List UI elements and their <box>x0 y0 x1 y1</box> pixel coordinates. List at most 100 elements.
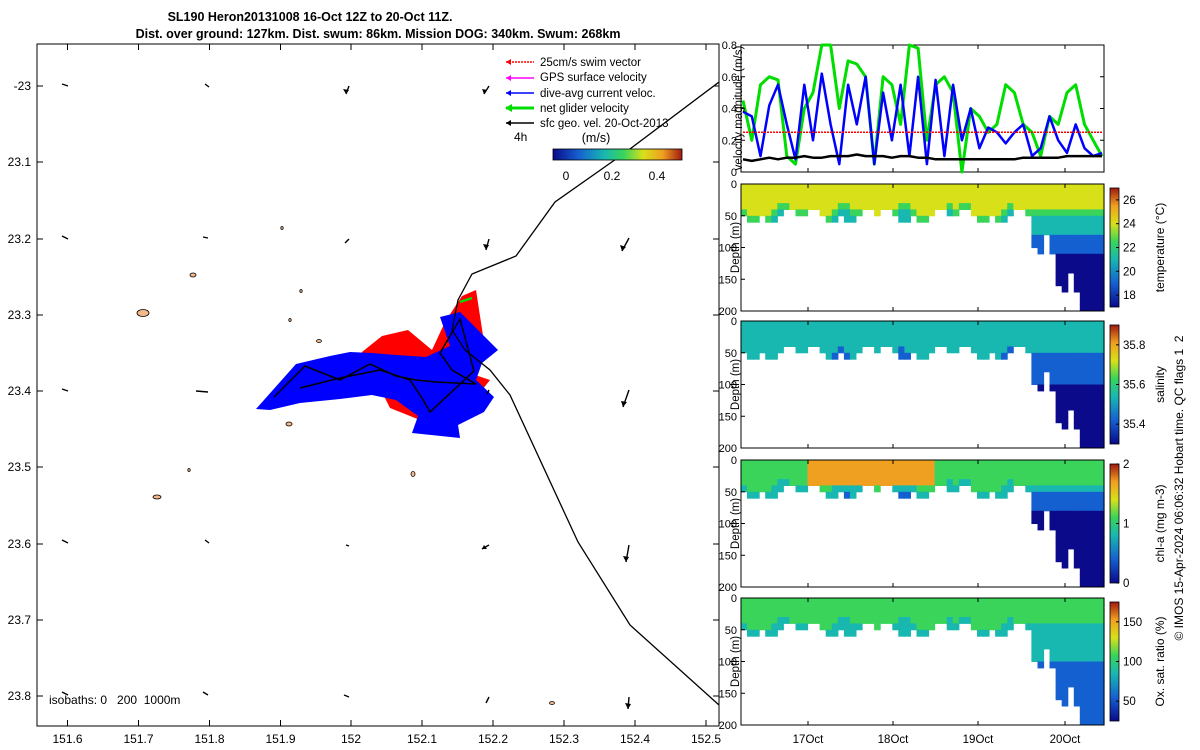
section-cell <box>952 617 960 624</box>
section-cell <box>771 209 778 217</box>
section-cell <box>1091 222 1099 229</box>
section-cell <box>989 460 996 467</box>
section-cell <box>771 623 778 631</box>
section-cell <box>747 203 754 210</box>
section-cell <box>989 472 996 480</box>
map-x-tick-label: 151.6 <box>52 732 82 746</box>
section-cell <box>1079 693 1087 701</box>
section-cell <box>771 346 778 354</box>
section-cell <box>928 623 936 631</box>
section-cell <box>1043 340 1051 347</box>
section-cell <box>1091 184 1099 191</box>
colorbar-tick-label: 35.6 <box>1123 380 1145 392</box>
section-cell <box>741 203 748 210</box>
section-cell <box>995 460 1002 467</box>
section-cell <box>1085 718 1093 726</box>
section-cell <box>837 466 845 474</box>
section-cell <box>989 184 996 191</box>
section-cell <box>807 460 815 467</box>
section-cell <box>1073 403 1081 411</box>
section-cell <box>1079 655 1087 662</box>
section-cell <box>1025 466 1032 474</box>
section-cell <box>1043 623 1051 631</box>
section-cell <box>1061 228 1069 236</box>
section-cell <box>1025 340 1032 347</box>
section-cell <box>880 340 887 347</box>
section-cell <box>759 184 766 191</box>
section-cell <box>825 184 833 191</box>
section-cell <box>910 466 917 474</box>
section-cell <box>1031 510 1038 518</box>
section-cell <box>1031 629 1038 637</box>
section-cell <box>1091 234 1099 242</box>
section-cell <box>795 598 803 605</box>
section-cell <box>910 346 917 354</box>
section-cell <box>1079 661 1087 669</box>
section-cell <box>898 190 905 198</box>
section-cell <box>759 333 766 341</box>
section-cell <box>777 340 784 347</box>
section-cell <box>843 604 851 612</box>
section-cell <box>1067 260 1075 268</box>
section-cell <box>753 629 760 637</box>
section-cell <box>1073 648 1081 656</box>
section-cell <box>1055 403 1063 411</box>
section-cell <box>1085 196 1093 204</box>
section-cell <box>1079 291 1087 299</box>
section-cell <box>1085 428 1093 436</box>
section-cell <box>940 617 948 624</box>
section-cell <box>1049 648 1057 656</box>
section-cell <box>825 352 833 360</box>
section-cell <box>783 327 790 335</box>
section-cell <box>813 333 821 341</box>
section-cell <box>892 617 899 624</box>
section-cell <box>904 352 911 360</box>
section-cell <box>1061 209 1069 217</box>
section-cell <box>825 327 833 335</box>
section-cell <box>934 472 942 480</box>
section-cell <box>1085 529 1093 537</box>
section-cell <box>813 610 821 618</box>
section-cell <box>1055 661 1063 669</box>
section-cell <box>1098 384 1105 392</box>
section-cell <box>995 485 1002 493</box>
section-cell <box>759 479 766 486</box>
section-cell <box>983 209 990 217</box>
section-cell <box>765 485 772 493</box>
section-cell <box>1061 648 1069 656</box>
section-cell <box>958 203 966 210</box>
section-cell <box>940 321 948 328</box>
section-cell <box>1031 466 1038 474</box>
section-cell <box>819 327 827 335</box>
section-cell <box>1049 222 1057 229</box>
section-cell <box>753 479 760 486</box>
section-cell <box>880 196 887 204</box>
section-cell <box>1098 686 1105 694</box>
section-cell <box>1061 409 1069 417</box>
section-cell <box>1049 215 1057 223</box>
section-cell <box>843 321 851 328</box>
section-cell <box>783 333 790 341</box>
section-cell <box>970 479 978 486</box>
section-cell <box>813 327 821 335</box>
section-cell <box>753 346 760 354</box>
section-cell <box>801 203 809 210</box>
section-cbar-label: chl-a (mg m-3) <box>1153 484 1167 562</box>
section-cell <box>1091 548 1099 556</box>
section-cell <box>1037 222 1045 229</box>
section-cell <box>916 209 924 217</box>
section-cell <box>868 598 875 605</box>
section-cell <box>1007 466 1014 474</box>
section-cell <box>958 479 966 486</box>
section-cell <box>898 623 905 631</box>
section-cell <box>1098 680 1105 688</box>
section-cell <box>1079 340 1087 347</box>
section-cell <box>1037 598 1045 605</box>
section-cell <box>1073 327 1081 335</box>
section-cell <box>1031 333 1038 341</box>
section-cell <box>747 340 754 347</box>
section-cell <box>995 333 1002 341</box>
section-cell <box>831 203 839 210</box>
section-cell <box>983 203 990 210</box>
section-cell <box>1067 222 1075 229</box>
